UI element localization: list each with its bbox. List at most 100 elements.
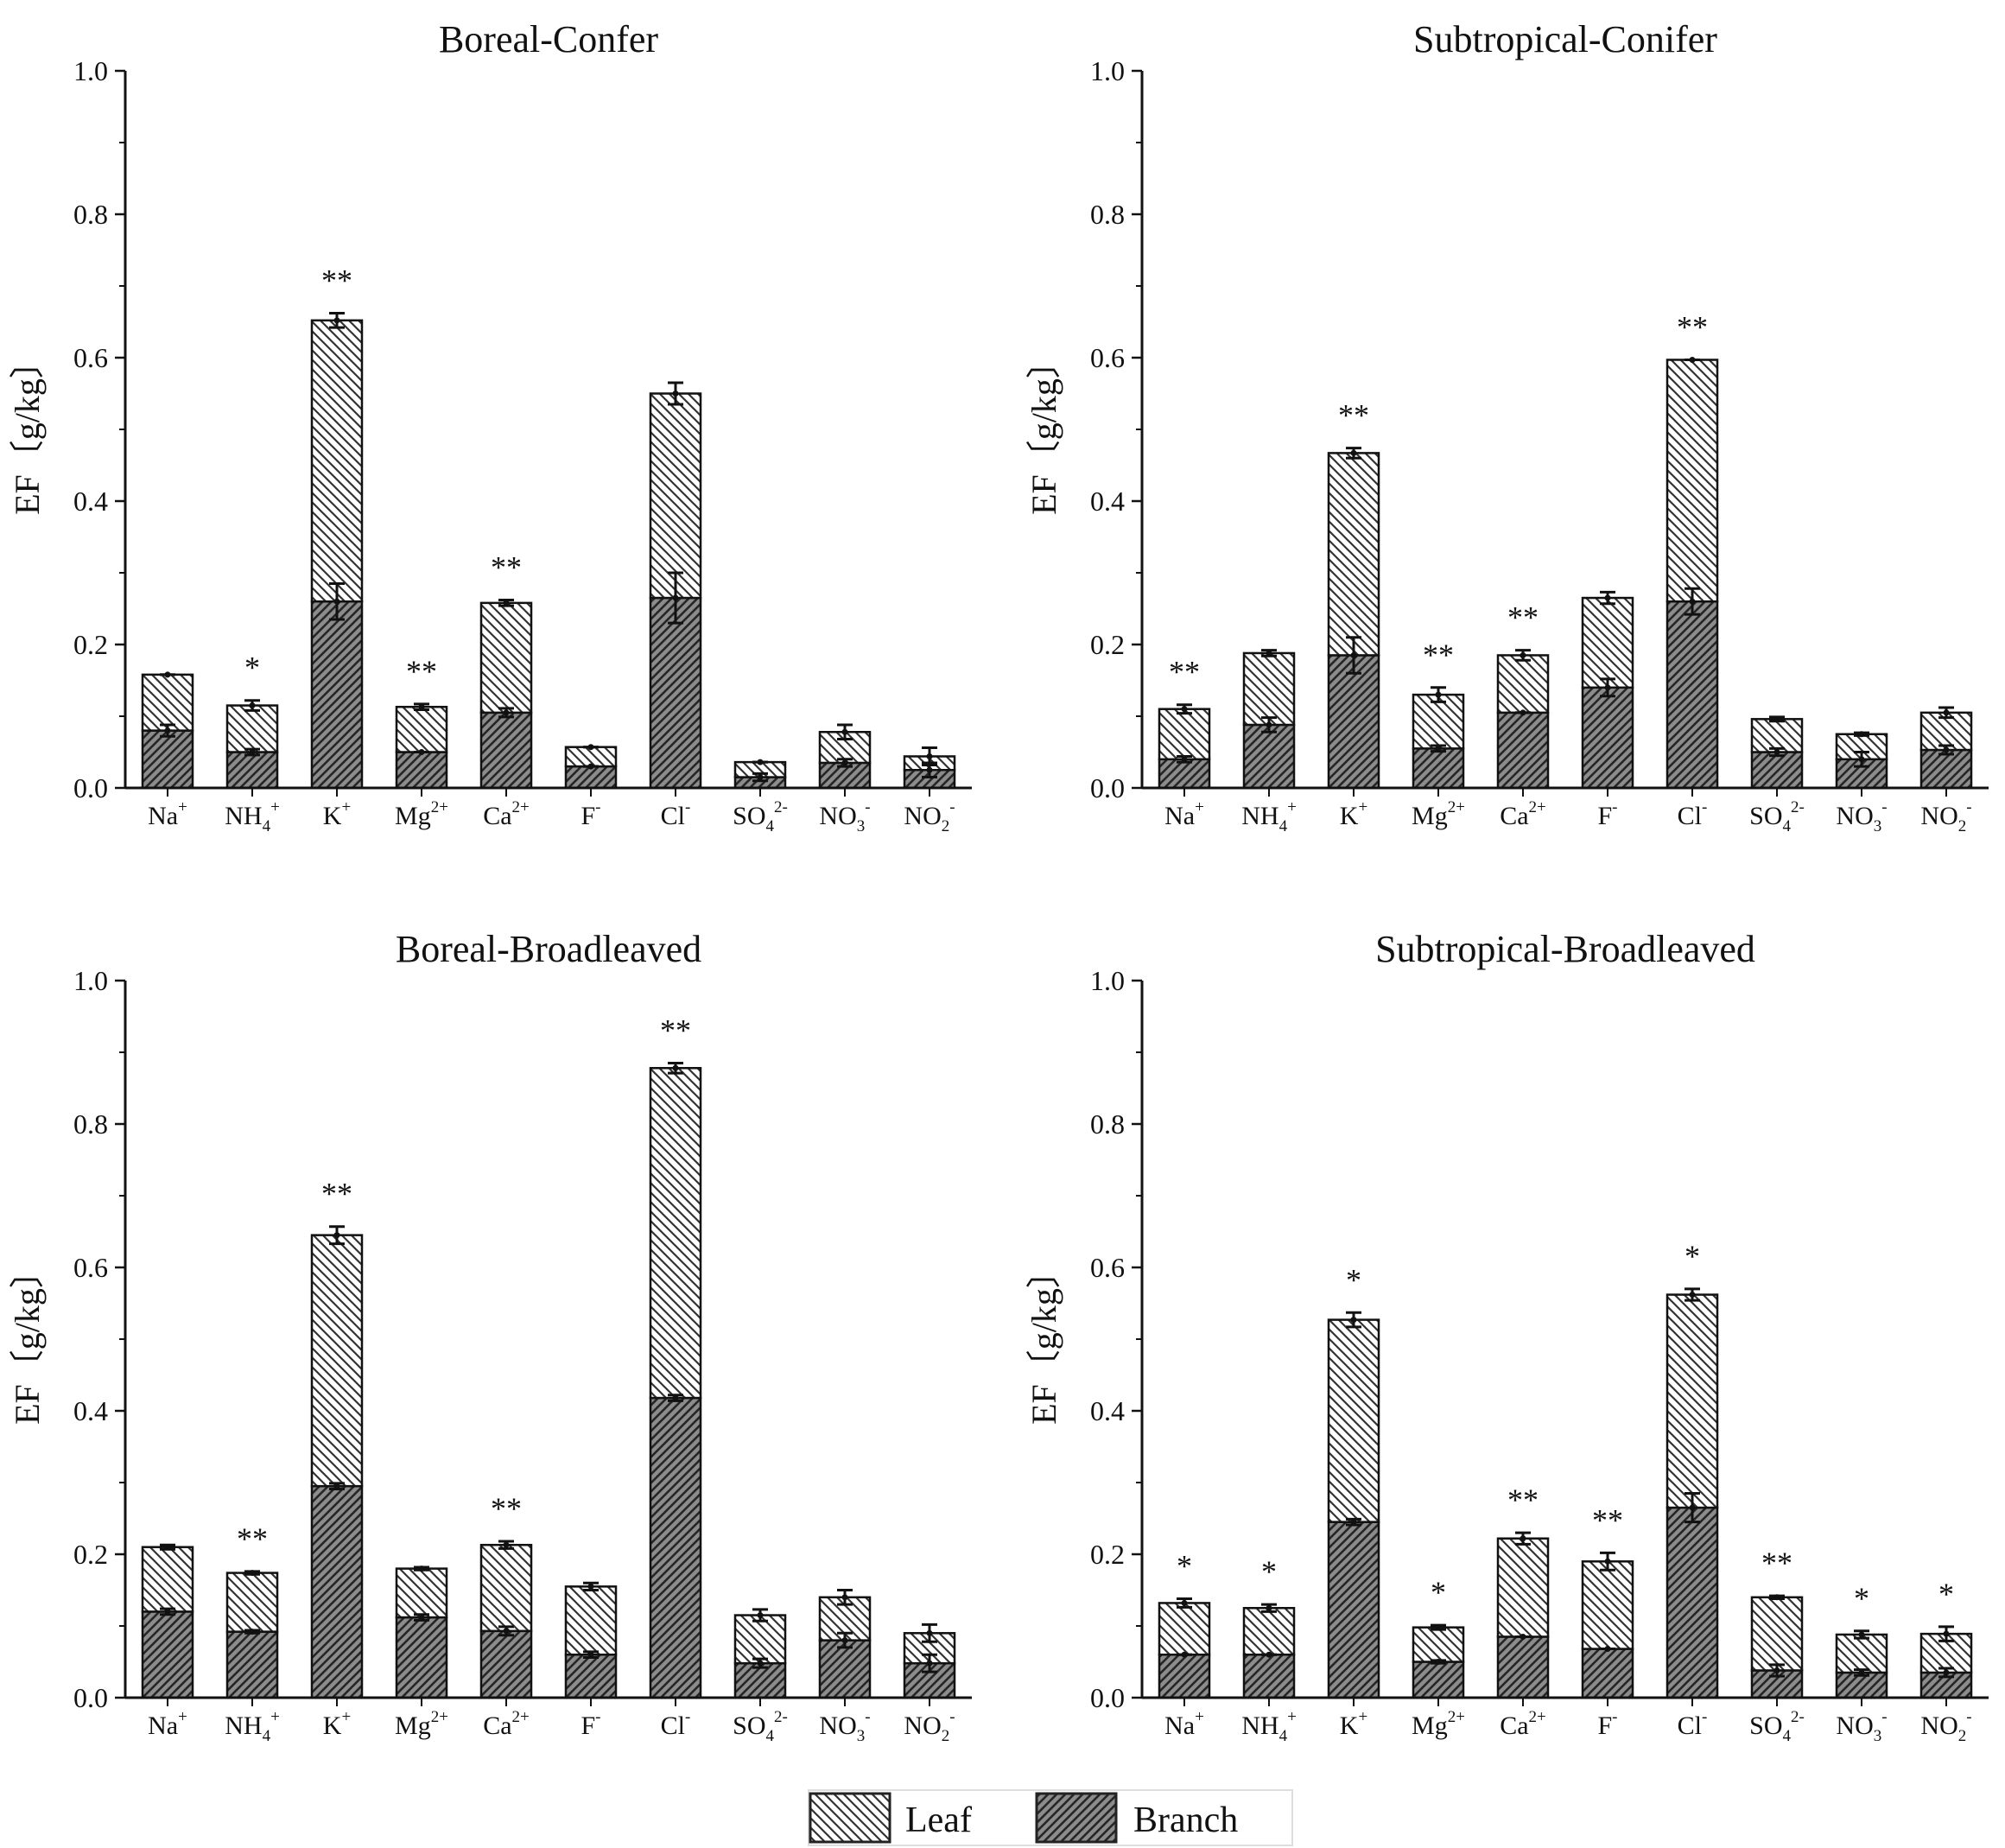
chart-subtropical-conifer-err-branch-f [1600,677,1615,698]
chart-subtropical-broadleaved-ytick-label-4: 0.8 [1090,1108,1125,1140]
chart-subtropical-conifer-ytick-label-2: 0.4 [1090,486,1125,517]
chart-subtropical-broadleaved-err-branch-na [1177,1651,1192,1658]
chart-subtropical-conifer-err-branch-mg2 [1431,744,1446,753]
chart-subtropical-conifer-sig-na: ** [1169,655,1200,689]
chart-subtropical-conifer-ylabel: EF〔g/kg〕 [1025,344,1063,515]
chart-subtropical-broadleaved-sig-cl: * [1685,1239,1700,1273]
chart-subtropical-conifer-ytick-label-4: 0.8 [1090,199,1125,230]
chart-boreal-broadleaved-bar-leaf-nh4 [225,1572,279,1633]
chart-boreal-broadleaved-err-leaf-na-dot [164,1544,171,1551]
chart-subtropical-conifer-err-leaf-k [1346,447,1361,460]
chart-boreal-broadleaved-err-branch-nh4-dot [249,1629,256,1635]
chart-subtropical-broadleaved-sig-ca2: ** [1507,1483,1539,1517]
chart-subtropical-conifer-err-leaf-no2-dot [1943,709,1950,716]
chart-subtropical-conifer-err-leaf-mg2 [1431,686,1446,703]
chart-subtropical-broadleaved-err-leaf-mg2 [1431,1623,1446,1631]
chart-boreal-confer-bar-leaf-na [141,673,194,732]
chart-boreal-broadleaved-err-branch-cl-dot [672,1394,679,1401]
chart-subtropical-broadleaved-sig-no3: * [1854,1581,1869,1616]
chart-boreal-confer-sig-ca2: ** [491,550,522,585]
chart-boreal-broadleaved-bar-leaf-na [141,1546,194,1613]
chart-subtropical-conifer-err-branch-na [1177,754,1192,764]
chart-subtropical-conifer-err-branch-so42-dot [1773,749,1780,755]
chart-subtropical-conifer-err-branch-no2 [1938,744,1954,756]
chart-subtropical-broadleaved-xtick-label-so42: SO42- [1749,1708,1805,1745]
chart-boreal-broadleaved-err-branch-nh4 [244,1629,260,1635]
chart-subtropical-conifer-bar-branch-no2 [1919,748,1973,790]
chart-subtropical-conifer-ytick-label-5: 1.0 [1090,55,1125,86]
chart-subtropical-broadleaved-xtick-label-f: F- [1597,1708,1617,1740]
chart-boreal-broadleaved-bar-branch-cl [649,1396,702,1699]
chart-subtropical-broadleaved-xtick-label-mg2: Mg2+ [1412,1708,1465,1740]
chart-subtropical-conifer-err-leaf-ca2-dot [1520,651,1526,658]
chart-subtropical-broadleaved-bar-branch-f [1581,1648,1634,1699]
chart-subtropical-broadleaved-err-branch-f-dot [1604,1646,1611,1653]
chart-boreal-confer-bar-branch-f [564,765,618,790]
chart-subtropical-conifer-sig-ca2: ** [1507,600,1539,635]
chart-subtropical-conifer-xtick-label-nh4: NH4+ [1241,798,1297,835]
chart-boreal-confer-err-branch-ca2-dot [503,709,510,716]
chart-subtropical-broadleaved-err-branch-ca2-dot [1520,1633,1526,1640]
chart-subtropical-conifer-sig-mg2: ** [1423,638,1454,672]
chart-boreal-broadleaved-err-branch-cl [668,1394,683,1402]
chart-boreal-broadleaved-err-branch-ca2-dot [503,1628,510,1635]
chart-subtropical-broadleaved-bar-branch-k [1327,1521,1380,1699]
chart-boreal-broadleaved-ytick-label-0: 0.0 [73,1682,108,1713]
chart-boreal-confer-err-leaf-k-dot [333,317,340,324]
chart-boreal-broadleaved-ylabel: EF〔g/kg〕 [8,1254,47,1425]
chart-boreal-confer-sig-mg2: ** [406,654,437,689]
chart-boreal-confer-err-leaf-no2-dot [926,753,933,759]
chart-subtropical-conifer-xtick-label-f: F- [1597,798,1617,830]
chart-boreal-confer-err-leaf-na [160,671,175,678]
chart-subtropical-conifer-bar-leaf-mg2 [1412,693,1465,750]
chart-subtropical-conifer-err-leaf-f [1600,590,1615,606]
chart-boreal-confer-bar-leaf-nh4 [225,704,279,753]
chart-boreal-confer-err-branch-no2-dot [926,766,933,773]
chart-subtropical-conifer-bar-leaf-nh4 [1242,651,1296,727]
chart-subtropical-broadleaved-err-branch-no2 [1938,1667,1954,1679]
chart-boreal-broadleaved-ytick-label-3: 0.6 [73,1252,108,1283]
chart-subtropical-conifer-bar-branch-cl [1666,600,1719,790]
chart-boreal-confer-err-leaf-no3 [837,723,853,741]
chart-subtropical-broadleaved-sig-na: * [1177,1548,1192,1583]
chart-boreal-confer-err-leaf-ca2 [498,599,514,607]
chart-subtropical-broadleaved-ylabel: EF〔g/kg〕 [1025,1254,1063,1425]
chart-boreal-broadleaved-bar-branch-nh4 [225,1630,279,1699]
chart-boreal-confer-sig-nh4: * [244,651,260,685]
chart-boreal-broadleaved-bar-leaf-mg2 [395,1567,448,1619]
chart-subtropical-broadleaved-err-leaf-so42 [1769,1594,1785,1601]
chart-subtropical-conifer-bar-leaf-na [1158,708,1211,761]
chart-boreal-confer-xtick-label-so42: SO42- [733,798,788,835]
chart-boreal-broadleaved-err-leaf-ca2 [498,1540,514,1550]
chart-boreal-confer-err-leaf-f [583,744,599,751]
chart-subtropical-conifer-bar-leaf-so42 [1750,718,1804,753]
chart-subtropical-conifer-xtick-label-so42: SO42- [1749,798,1805,835]
chart-subtropical-conifer-bar-branch-mg2 [1412,747,1465,790]
chart-subtropical-conifer-err-leaf-na-dot [1181,706,1188,713]
chart-boreal-broadleaved-err-leaf-f-dot [587,1583,594,1590]
chart-boreal-broadleaved-sig-nh4: ** [237,1521,268,1556]
chart-boreal-broadleaved-err-leaf-no2-dot [926,1629,933,1636]
chart-boreal-confer-err-leaf-nh4-dot [249,702,256,709]
chart-boreal-broadleaved-err-branch-so42-dot [757,1660,764,1667]
chart-subtropical-broadleaved-bar-branch-na [1158,1653,1211,1699]
chart-boreal-broadleaved-err-branch-f-dot [587,1651,594,1658]
chart-subtropical-broadleaved-bar-branch-no3 [1835,1671,1888,1699]
chart-boreal-confer-err-branch-nh4-dot [249,749,256,755]
chart-subtropical-broadleaved-err-leaf-cl [1685,1287,1700,1302]
legend-label-branch: Branch [1133,1800,1238,1840]
chart-subtropical-conifer-bar-branch-so42 [1750,751,1804,790]
chart-subtropical-broadleaved-sig-f: ** [1592,1502,1623,1537]
chart-subtropical-conifer: Subtropical-Conifer EF〔g/kg〕 0.0 0.2 0.4 0.6 0… [1025,18,1989,835]
chart-subtropical-conifer-bar-leaf-cl [1666,359,1719,603]
legend: Leaf Branch [808,1789,1293,1846]
chart-boreal-broadleaved-err-leaf-cl [668,1061,683,1075]
chart-boreal-broadleaved-bar-leaf-k [310,1234,364,1488]
chart-boreal-broadleaved-sig-k: ** [321,1177,352,1211]
chart-boreal-broadleaved-err-branch-no2-dot [926,1660,933,1667]
chart-boreal-confer-err-leaf-no3-dot [841,728,848,735]
chart-subtropical-conifer-err-leaf-f-dot [1604,594,1611,601]
chart-subtropical-broadleaved-err-leaf-k-dot [1350,1317,1357,1324]
chart-boreal-confer-err-leaf-so42-dot [757,759,764,765]
